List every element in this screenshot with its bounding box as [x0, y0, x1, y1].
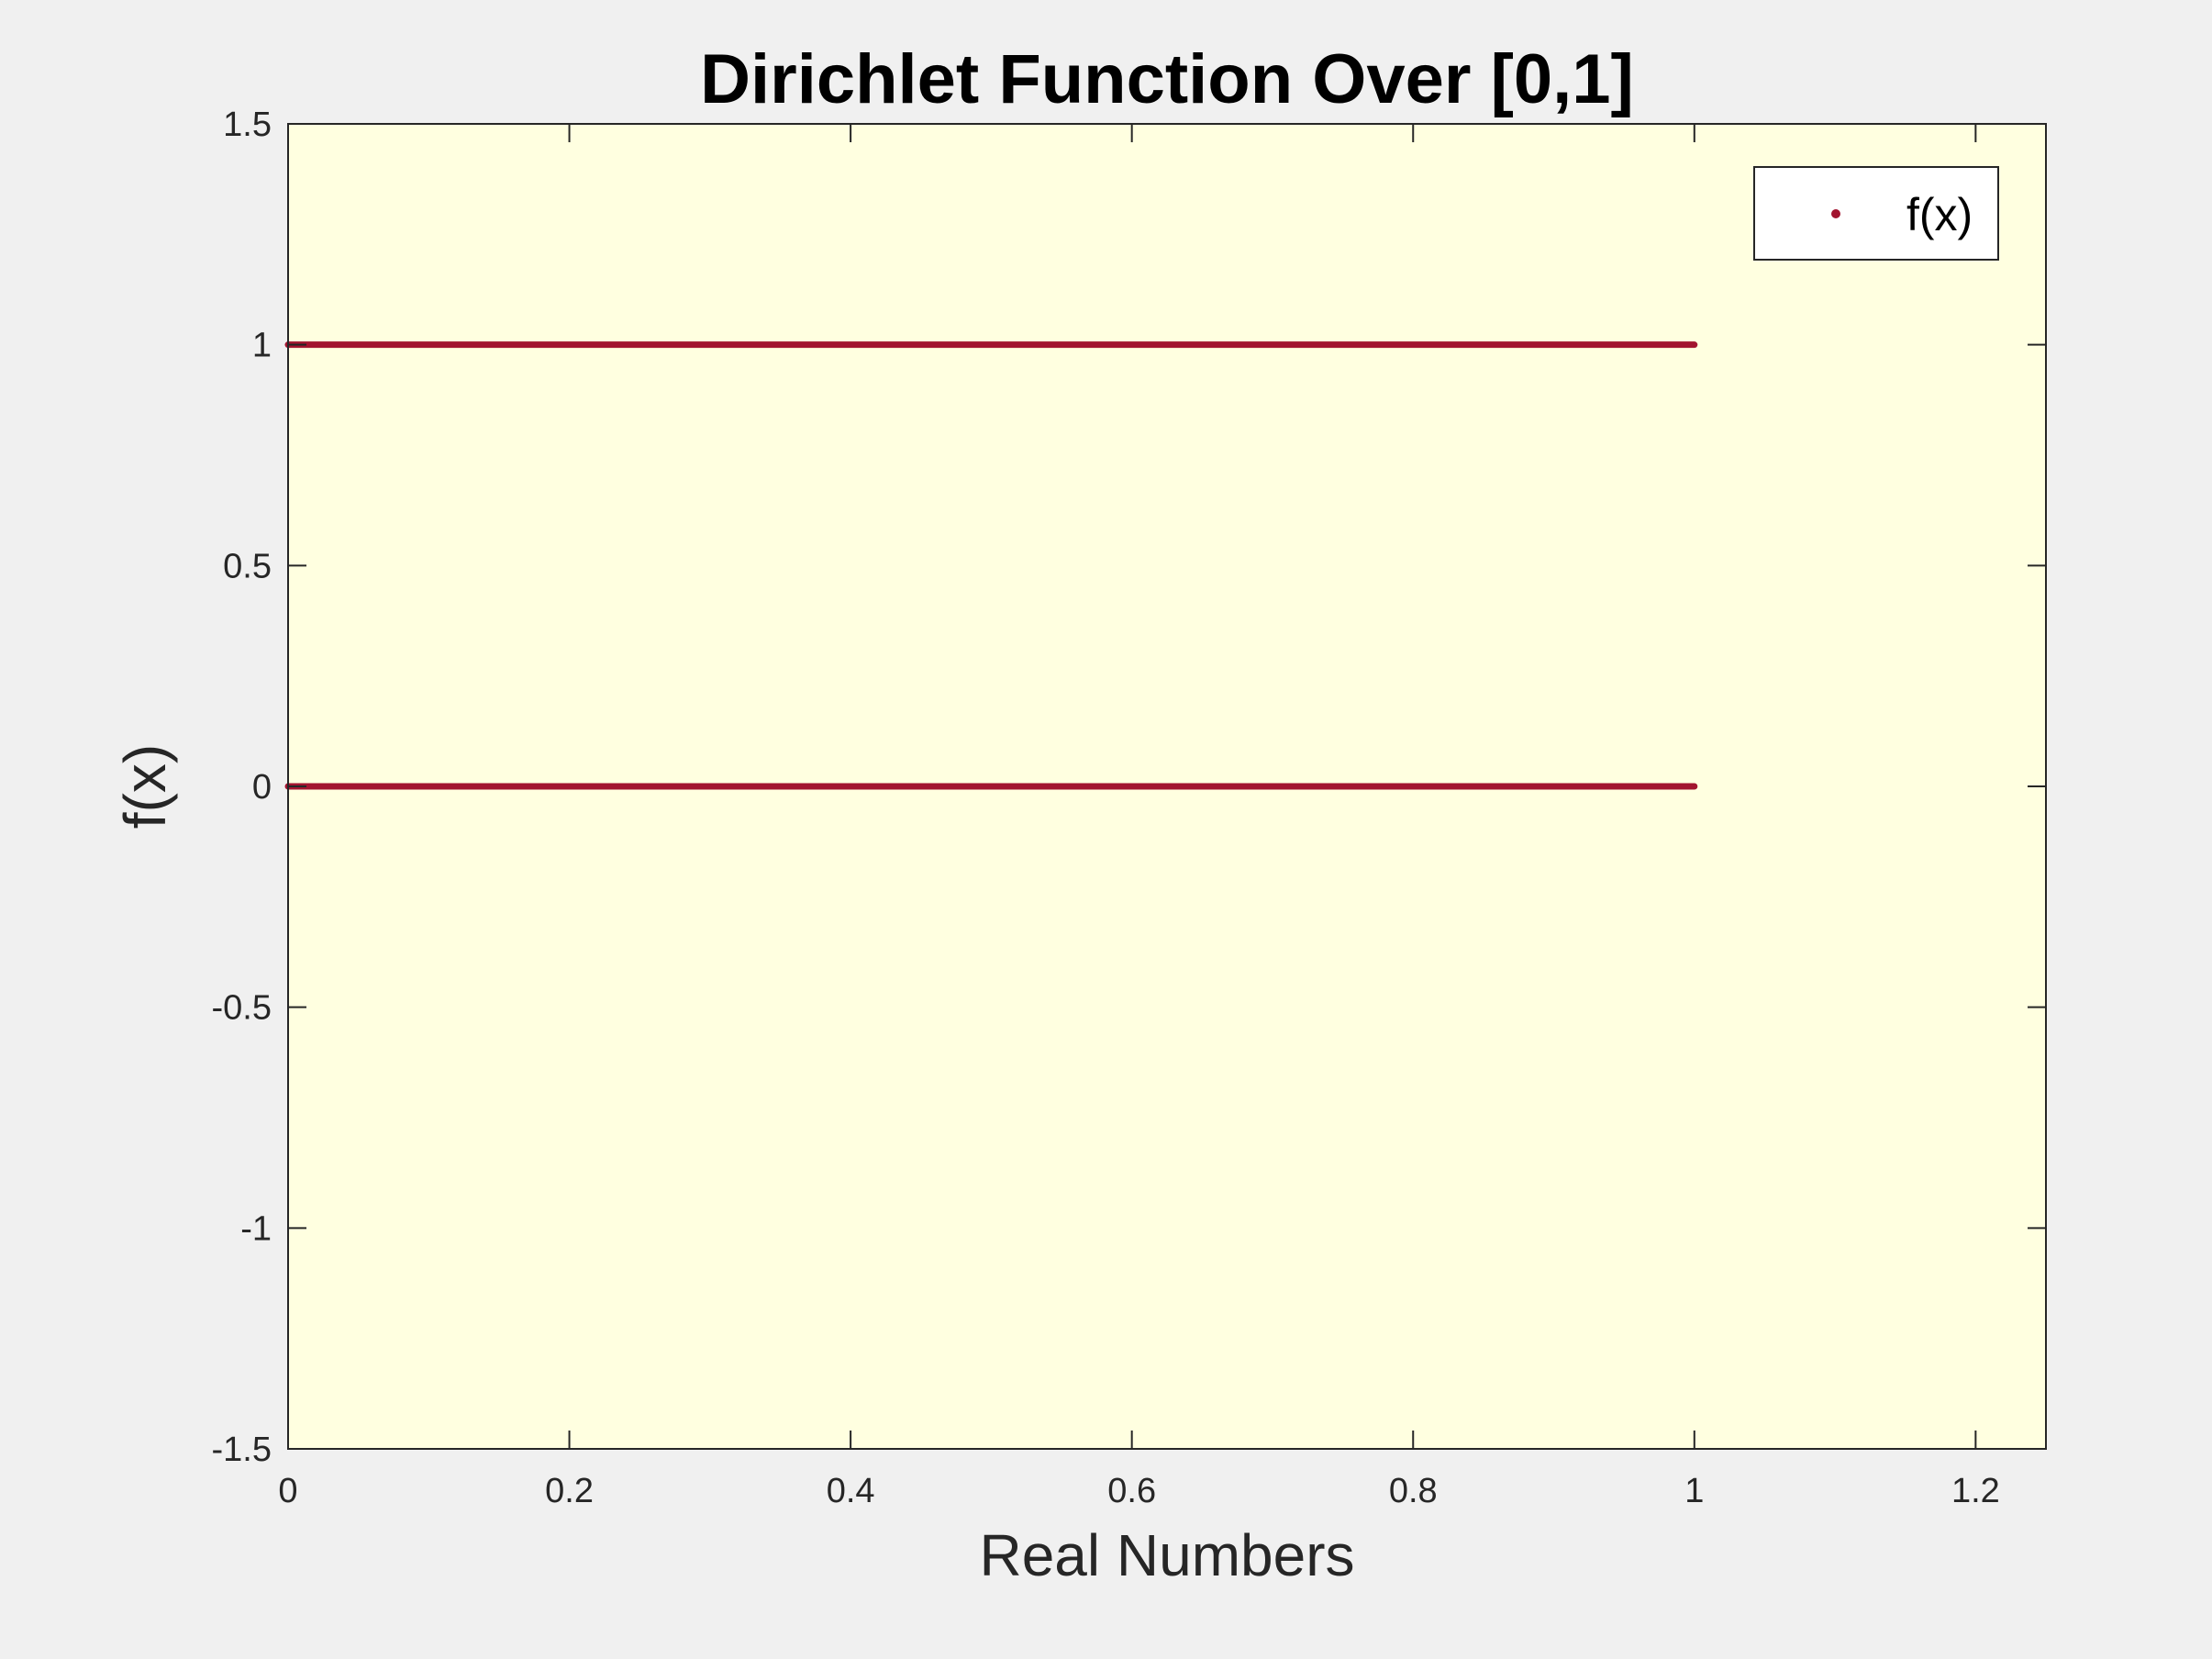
- y-tick-label: -1: [240, 1209, 272, 1248]
- chart-title: Dirichlet Function Over [0,1]: [700, 40, 1634, 118]
- x-tick-label: 0.2: [545, 1472, 594, 1510]
- x-tick-label: 0.8: [1389, 1472, 1438, 1510]
- x-tick-label: 0.6: [1107, 1472, 1156, 1510]
- y-tick-label: 0: [252, 768, 272, 807]
- y-axis-label: f(x): [112, 744, 178, 829]
- legend: f(x): [1753, 166, 1999, 261]
- x-tick-label: 0.4: [827, 1472, 875, 1510]
- x-tick-label: 1.2: [1951, 1472, 2000, 1510]
- x-tick-label: 0: [278, 1472, 297, 1510]
- legend-marker: [1831, 209, 1840, 218]
- y-tick-label: -1.5: [212, 1431, 272, 1469]
- ticks-layer: 0 0.2 0.4 0.6 0.8 1 1.2 -1.5 -1 -0.5 0 0.5 1 1.5: [212, 106, 2046, 1510]
- y-tick-label: 1: [252, 327, 272, 365]
- y-tick-label: -0.5: [212, 989, 272, 1028]
- y-tick-label: 1.5: [223, 106, 272, 144]
- x-tick-label: 1: [1684, 1472, 1704, 1510]
- legend-entry-label: f(x): [1906, 189, 1973, 240]
- data-layer: [284, 341, 1698, 790]
- legend-box: [1753, 166, 1999, 261]
- y-tick-label: 0.5: [223, 547, 272, 585]
- x-axis-label: Real Numbers: [979, 1522, 1354, 1588]
